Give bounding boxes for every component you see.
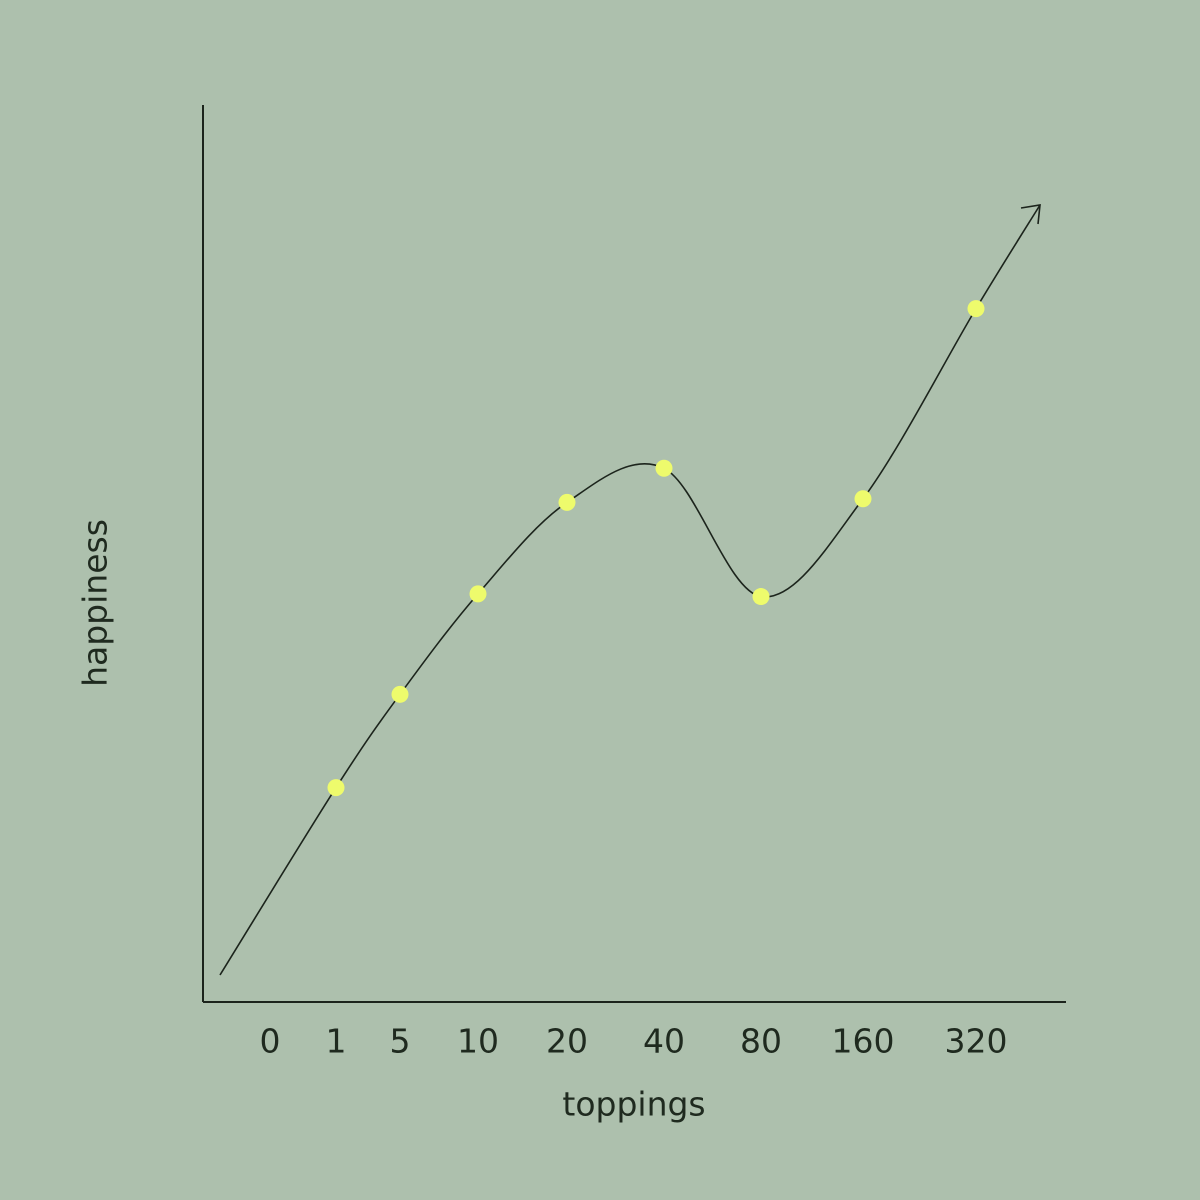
arrow-head: [1020, 204, 1041, 225]
x-tick-label: 160: [832, 1022, 895, 1061]
curve-lead-in: [219, 787, 337, 976]
x-tick-label: 80: [740, 1022, 782, 1061]
data-point: [752, 588, 770, 606]
x-tick-label: 0: [260, 1022, 281, 1061]
x-tick-label: 40: [643, 1022, 685, 1061]
x-tick-label: 20: [546, 1022, 588, 1061]
x-tick-label: 10: [457, 1022, 499, 1061]
x-axis-label: toppings: [562, 1085, 705, 1124]
x-tick-label: 1: [326, 1022, 347, 1061]
data-point: [558, 493, 576, 511]
data-point: [327, 779, 345, 797]
x-tick-label: 320: [945, 1022, 1008, 1061]
data-point: [391, 685, 409, 703]
data-point: [967, 300, 985, 318]
y-axis-label: happiness: [76, 519, 115, 687]
curve-arrow-shaft: [975, 204, 1041, 310]
data-point: [854, 490, 872, 508]
x-tick-label: 5: [390, 1022, 411, 1061]
data-point: [469, 585, 487, 603]
data-point: [655, 459, 673, 477]
